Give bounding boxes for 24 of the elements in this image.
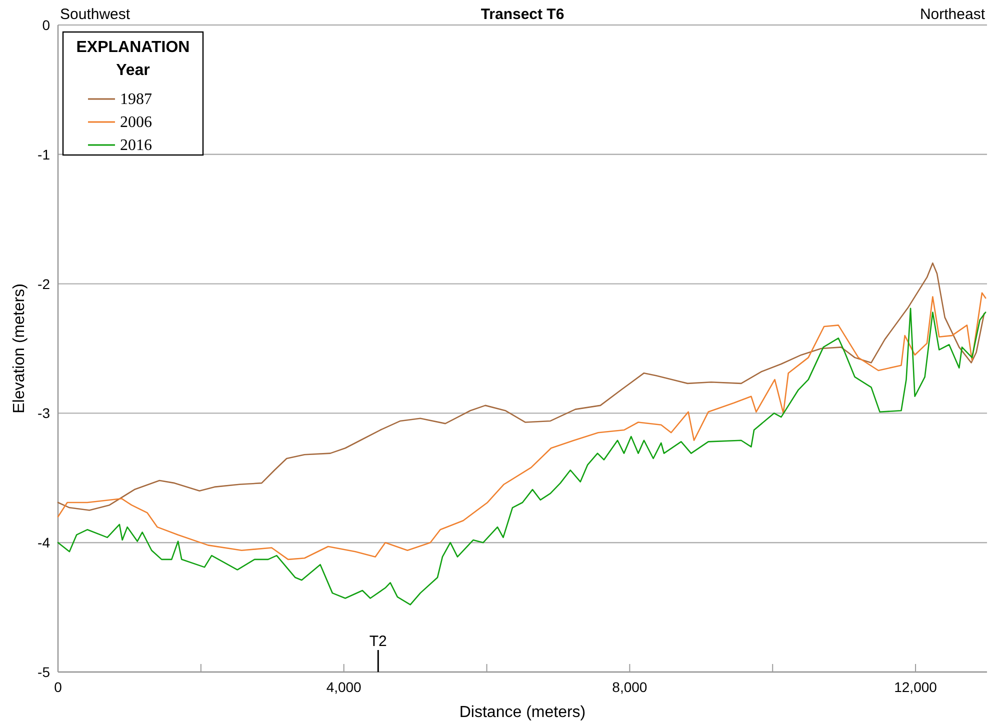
- y-axis-title: Elevation (meters): [11, 284, 28, 414]
- annotation: EXPLANATION: [76, 39, 190, 56]
- y-tick-label: -5: [38, 664, 50, 680]
- x-axis-title: Distance (meters): [459, 704, 586, 721]
- line-series: [57, 292, 986, 560]
- ref-line-label: T2: [369, 633, 387, 650]
- x-tick-label: 12,000: [894, 679, 938, 695]
- y-tick-label: -4: [38, 534, 50, 551]
- y-tick-label: -1: [38, 146, 50, 162]
- y-tick-label: 0: [42, 17, 50, 33]
- y-tick-label: -2: [38, 276, 50, 292]
- text: Southwest: [60, 6, 131, 23]
- legend-title: Year: [116, 62, 150, 79]
- chart-title: Transect T6: [480, 6, 564, 23]
- x-tick-label: 0: [54, 679, 62, 695]
- x-tick-label: 8,000: [612, 679, 648, 695]
- legend-label: 2016: [120, 137, 152, 154]
- line-series: [57, 262, 985, 511]
- legend-label: 1987: [120, 91, 152, 108]
- text: Northeast: [920, 6, 986, 23]
- y-tick-label: -3: [38, 405, 50, 422]
- legend-label: 2006: [120, 114, 152, 131]
- x-tick-label: 4,000: [326, 679, 362, 695]
- line-series: [57, 308, 986, 606]
